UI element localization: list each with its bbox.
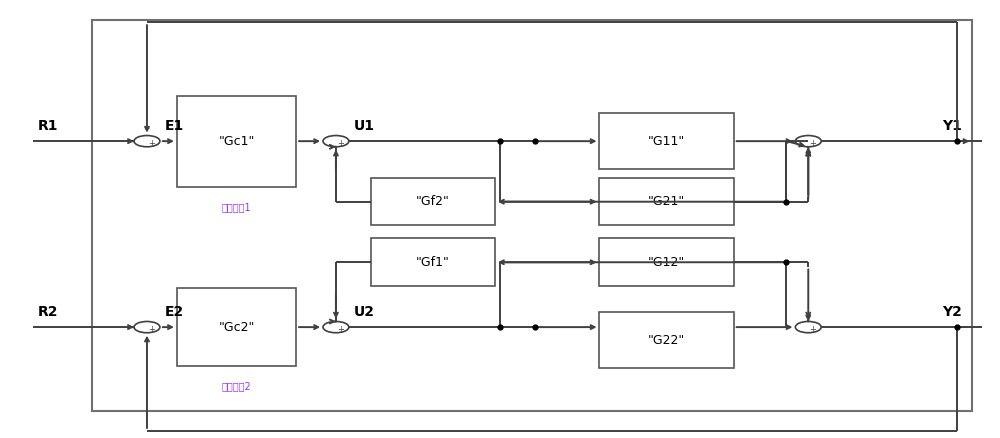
Text: "G21": "G21" bbox=[648, 195, 685, 208]
Text: "Gc1": "Gc1" bbox=[218, 134, 255, 148]
Text: "Gf1": "Gf1" bbox=[416, 256, 450, 269]
Text: +: + bbox=[809, 139, 816, 148]
Text: R1: R1 bbox=[38, 119, 58, 133]
Text: U1: U1 bbox=[354, 119, 375, 133]
Bar bbox=[177, 96, 296, 187]
Bar bbox=[599, 312, 734, 368]
Text: "G11": "G11" bbox=[648, 134, 685, 148]
Bar bbox=[371, 178, 495, 226]
Text: R2: R2 bbox=[38, 305, 58, 319]
Text: "G22": "G22" bbox=[648, 334, 685, 346]
Text: "Gf2": "Gf2" bbox=[416, 195, 450, 208]
Bar bbox=[371, 238, 495, 286]
Bar bbox=[599, 113, 734, 169]
Bar bbox=[599, 238, 734, 286]
Text: U2: U2 bbox=[354, 305, 375, 319]
Bar bbox=[92, 20, 972, 411]
Text: 控制环劂1: 控制环劂1 bbox=[222, 202, 251, 212]
Text: +: + bbox=[148, 139, 155, 148]
Text: "G12": "G12" bbox=[648, 256, 685, 269]
Text: Y2: Y2 bbox=[943, 305, 962, 319]
Text: –: – bbox=[145, 335, 149, 345]
Text: "Gc2": "Gc2" bbox=[218, 321, 255, 334]
Bar bbox=[177, 288, 296, 366]
Text: +: + bbox=[337, 139, 344, 148]
Text: E2: E2 bbox=[165, 305, 184, 319]
Text: +: + bbox=[148, 325, 155, 335]
Text: E1: E1 bbox=[165, 119, 184, 133]
Text: –: – bbox=[145, 124, 149, 134]
Text: 控制环劂2: 控制环劂2 bbox=[222, 381, 251, 391]
Text: Y1: Y1 bbox=[943, 119, 962, 133]
Text: +: + bbox=[337, 325, 344, 335]
Bar bbox=[599, 178, 734, 226]
Text: +: + bbox=[809, 325, 816, 335]
